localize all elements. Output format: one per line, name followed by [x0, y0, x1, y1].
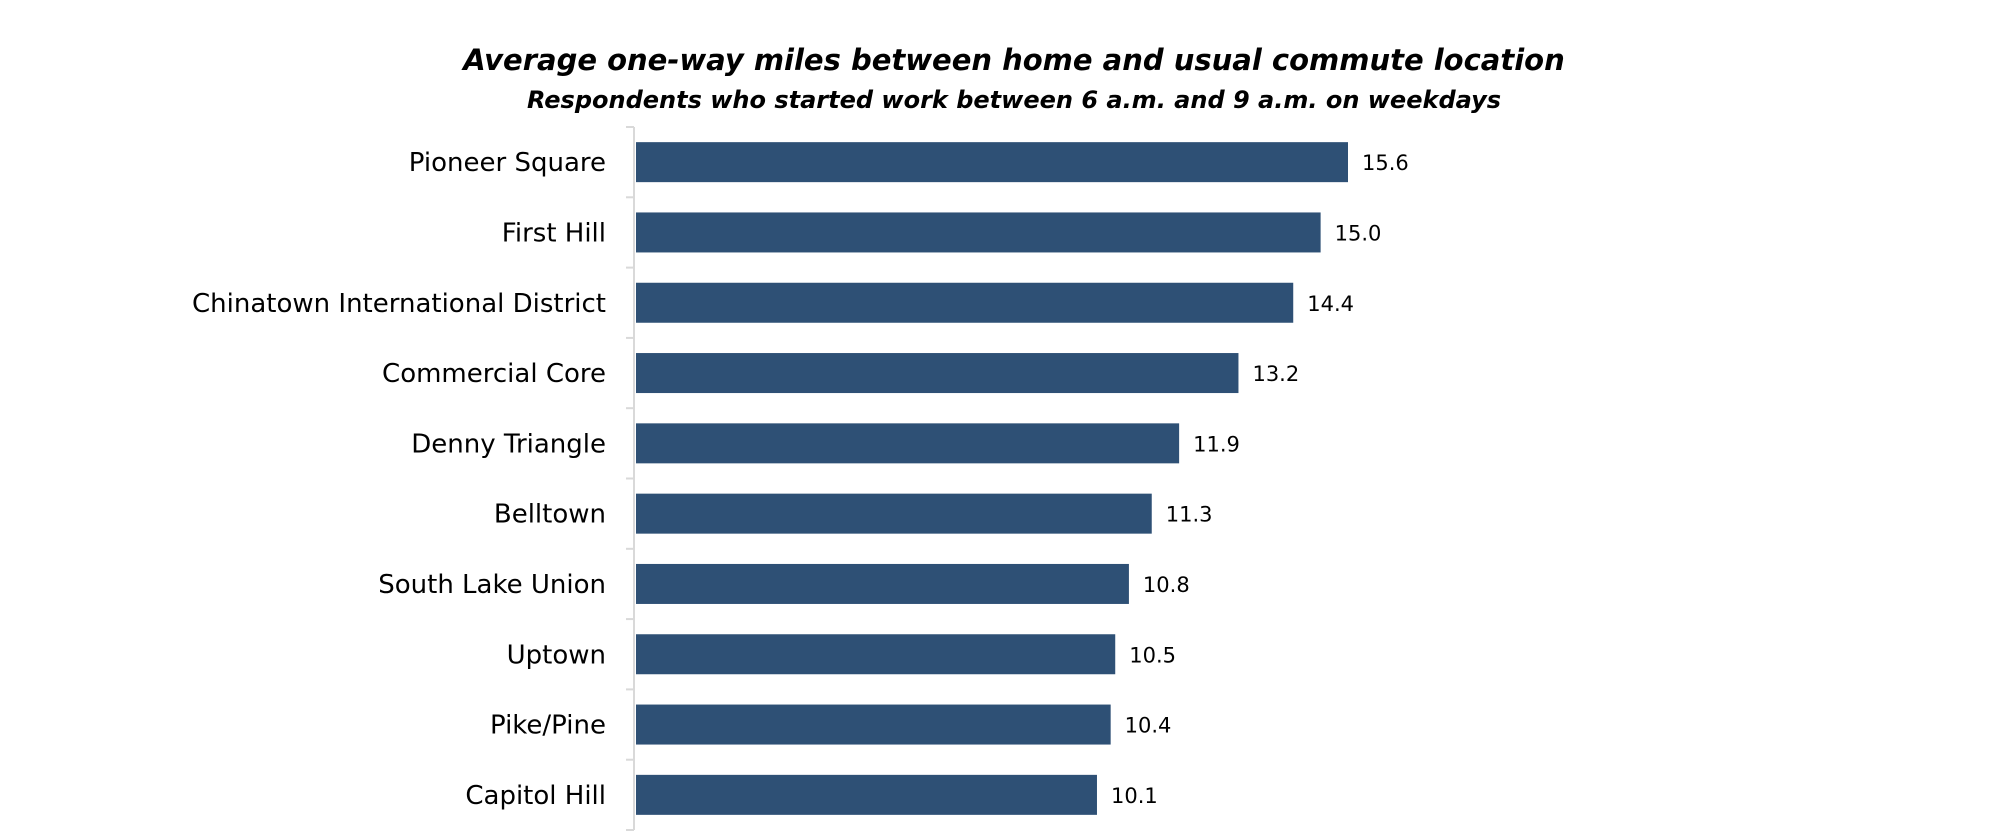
category-label: Belltown: [494, 500, 606, 530]
chart-title: Average one-way miles between home and u…: [461, 43, 1564, 77]
category-label: Uptown: [507, 640, 606, 670]
bar: [636, 353, 1239, 394]
value-label: 11.9: [1193, 432, 1240, 456]
category-label: Capitol Hill: [465, 781, 606, 811]
value-label: 13.2: [1252, 362, 1299, 386]
value-label: 10.8: [1143, 573, 1190, 597]
category-label: Pike/Pine: [490, 711, 606, 741]
bar: [636, 774, 1097, 815]
bar: [636, 282, 1294, 323]
value-labels: 15.6 15.0 14.4 13.2 11.9 11.3 10.8 10.5 10.4 10.1: [1111, 151, 1409, 808]
bar: [636, 563, 1129, 604]
bar: [636, 493, 1152, 534]
bar: [636, 142, 1348, 183]
category-label: First Hill: [502, 218, 606, 248]
value-label: 10.4: [1125, 714, 1172, 738]
category-labels: Pioneer Square First Hill Chinatown Intern…: [192, 148, 606, 811]
category-label: Chinatown International District: [192, 289, 606, 319]
bar: [636, 634, 1116, 675]
bar: [636, 704, 1111, 745]
category-label: South Lake Union: [378, 570, 606, 600]
bars-group: [636, 142, 1348, 815]
category-label: Commercial Core: [382, 359, 606, 389]
axis-ticks: [626, 126, 634, 831]
value-label: 11.3: [1166, 503, 1213, 527]
category-label: Denny Triangle: [411, 429, 606, 459]
chart-subtitle: Respondents who started work between 6 a…: [527, 86, 1501, 114]
value-label: 10.5: [1129, 643, 1176, 667]
value-label: 14.4: [1307, 292, 1354, 316]
bar: [636, 212, 1321, 253]
value-label: 15.6: [1362, 151, 1409, 175]
value-label: 10.1: [1111, 784, 1158, 808]
value-label: 15.0: [1335, 221, 1382, 245]
category-label: Pioneer Square: [409, 148, 606, 178]
bar: [636, 423, 1180, 464]
